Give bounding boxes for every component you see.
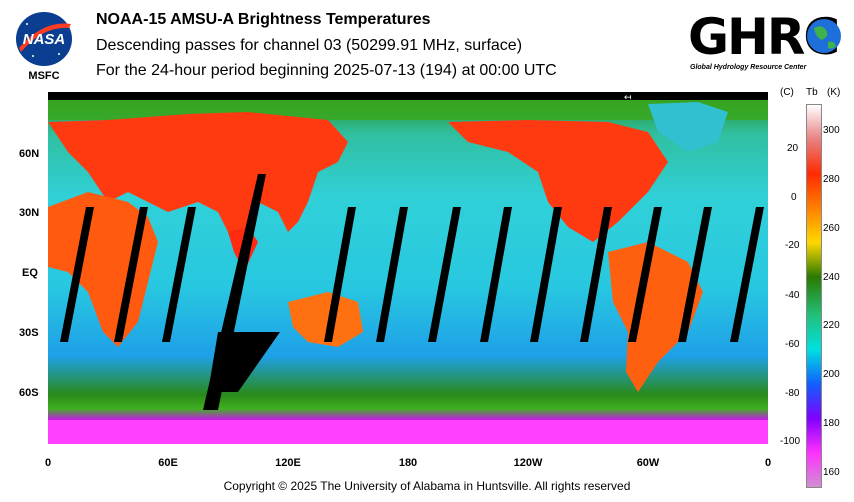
nasa-logo-text: NASA — [23, 31, 66, 48]
colorbar-celsius-tick: -100 — [780, 436, 801, 447]
colorbar-kelvin-tick: 220 — [823, 320, 840, 331]
colorbar-celsius-tick: 20 — [787, 143, 799, 154]
colorbar-kelvin-tick: 240 — [823, 272, 840, 283]
colorbar-celsius-tick: 0 — [791, 192, 797, 203]
page-title: NOAA-15 AMSU-A Brightness Temperatures — [96, 11, 431, 28]
colorbar-kelvin-tick: 180 — [823, 418, 840, 429]
ghrc-logo: GHRC Global Hydrology Resource Center — [686, 8, 846, 80]
nasa-logo: NASA MSFC — [13, 10, 75, 84]
colorbar-kelvin-tick: 260 — [823, 223, 840, 234]
lon-label: 0 — [44, 457, 52, 469]
lat-label: 30N — [19, 207, 40, 219]
swath-gaps — [60, 174, 764, 410]
africa-land — [48, 192, 158, 347]
lon-label: 180 — [398, 457, 418, 469]
brightness-temperature-map: ↤ — [48, 92, 768, 444]
colorbar-kelvin-tick: 160 — [823, 467, 840, 478]
eurasia-land — [48, 112, 348, 242]
lon-label: 60W — [636, 457, 660, 469]
lon-label: 0 — [764, 457, 772, 469]
nasa-logo-sub: MSFC — [28, 70, 60, 82]
lat-label: 30S — [19, 327, 39, 339]
arrow-icon: ↤ — [624, 92, 632, 102]
lat-label: 60N — [19, 148, 40, 160]
copyright-text: Copyright © 2025 The University of Alaba… — [223, 479, 631, 493]
lat-label: 60S — [19, 387, 39, 399]
antarctica-land — [48, 420, 768, 444]
period-text: For the 24-hour period beginning 2025-07… — [96, 62, 557, 79]
colorbar-celsius-tick: -40 — [785, 290, 800, 301]
ghrc-logo-sub: Global Hydrology Resource Center — [690, 64, 807, 71]
lon-label: 120W — [513, 457, 543, 469]
colorbar-kelvin-tick: 280 — [823, 174, 840, 185]
lon-label: 120E — [275, 457, 301, 469]
colorbar-kelvin-tick: 300 — [823, 125, 840, 136]
australia-land — [288, 292, 363, 347]
colorbar-unit-tb: Tb — [806, 87, 818, 98]
lat-label: EQ — [22, 267, 38, 279]
colorbar-kelvin-tick: 200 — [823, 369, 840, 380]
colorbar-celsius-tick: -80 — [785, 388, 800, 399]
polar-gap — [48, 92, 768, 100]
north-america-land — [448, 120, 668, 242]
colorbar-celsius-tick: -60 — [785, 339, 800, 350]
colorbar-unit-celsius: (C) — [780, 87, 794, 98]
colorbar-unit-kelvin: (K) — [827, 87, 841, 98]
greenland-land — [648, 102, 728, 152]
page-subtitle: Descending passes for channel 03 (50299.… — [96, 37, 523, 54]
colorbar-celsius-tick: -20 — [785, 240, 800, 251]
south-america-land — [608, 242, 703, 392]
colorbar — [806, 104, 822, 488]
lon-label: 60E — [158, 457, 178, 469]
